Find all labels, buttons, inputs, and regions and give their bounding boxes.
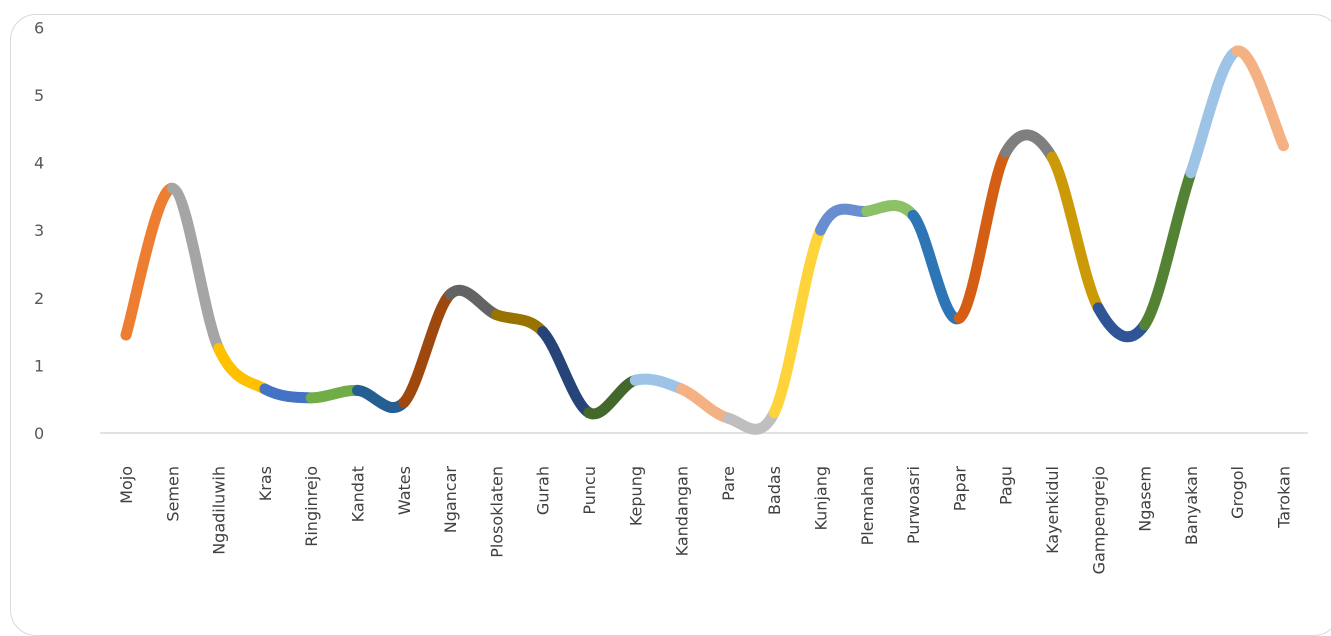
series-segment bbox=[305, 384, 363, 404]
x-tick-label: Plemahan bbox=[858, 466, 877, 545]
series-segment bbox=[166, 182, 225, 354]
x-tick-label: Ringinrejo bbox=[302, 466, 321, 547]
x-tick-label: Gurah bbox=[534, 466, 553, 515]
x-tick-label: Puncu bbox=[580, 466, 599, 515]
y-tick-label: 4 bbox=[34, 154, 44, 173]
x-tick-label: Ngadiluwih bbox=[210, 466, 229, 555]
y-tick-label: 6 bbox=[34, 18, 44, 37]
series-segment bbox=[1231, 45, 1289, 152]
series-segment bbox=[768, 224, 826, 419]
series-segment bbox=[953, 146, 1012, 324]
x-tick-label: Papar bbox=[950, 466, 969, 512]
x-tick-label: Banyakan bbox=[1182, 466, 1201, 545]
x-tick-label: Kunjang bbox=[812, 466, 831, 531]
x-tick-label: Purwoasri bbox=[904, 466, 923, 544]
series-segment bbox=[907, 209, 965, 325]
y-tick-label: 1 bbox=[34, 356, 44, 375]
x-tick-label: Pagu bbox=[997, 466, 1016, 505]
x-tick-label: Semen bbox=[163, 466, 182, 522]
series-segment bbox=[213, 343, 271, 395]
series-segment bbox=[537, 326, 595, 419]
x-tick-label: Plosoklaten bbox=[487, 466, 506, 558]
series-segment bbox=[1092, 302, 1151, 343]
series-segment bbox=[352, 384, 410, 414]
series-segment bbox=[398, 288, 456, 409]
series-segment bbox=[722, 407, 780, 435]
series-segment bbox=[1139, 167, 1197, 331]
series-segment bbox=[676, 383, 734, 424]
x-tick-label: Kras bbox=[256, 466, 275, 501]
x-tick-label: Kayenkidul bbox=[1043, 466, 1062, 554]
y-tick-label: 5 bbox=[34, 86, 44, 105]
series-segment bbox=[120, 182, 178, 341]
x-tick-label: Tarokan bbox=[1275, 466, 1294, 529]
series-segment bbox=[861, 200, 919, 221]
series-segment bbox=[444, 284, 502, 321]
series-segment bbox=[1046, 151, 1104, 314]
series-segment bbox=[1185, 45, 1243, 179]
x-tick-label: Kandat bbox=[349, 466, 368, 522]
x-axis-labels: Mojo Semen Ngadiluwih Kras Ringinrejo Kandat W… bbox=[117, 466, 1294, 575]
series-segment bbox=[815, 203, 873, 236]
x-tick-label: Mojo bbox=[117, 466, 136, 504]
series-segment bbox=[629, 373, 688, 395]
series-segments bbox=[120, 45, 1289, 435]
y-tick-label: 0 bbox=[34, 424, 44, 443]
x-tick-label: Grogol bbox=[1228, 466, 1247, 519]
x-tick-label: Wates bbox=[395, 466, 414, 515]
y-tick-label: 3 bbox=[34, 221, 44, 240]
series-segment bbox=[583, 374, 641, 420]
series-segment bbox=[490, 309, 549, 338]
x-tick-label: Kandangan bbox=[673, 466, 692, 556]
series-segment bbox=[1000, 129, 1058, 163]
y-axis-ticks: 0 1 2 3 4 5 6 bbox=[34, 18, 44, 443]
x-tick-label: Pare bbox=[719, 466, 738, 501]
x-tick-label: Gampengrejo bbox=[1089, 466, 1108, 574]
x-tick-label: Badas bbox=[765, 466, 784, 515]
y-tick-label: 2 bbox=[34, 289, 44, 308]
series-segment bbox=[259, 383, 317, 404]
x-tick-label: Ngasem bbox=[1136, 466, 1155, 532]
x-tick-label: Kepung bbox=[626, 466, 645, 526]
x-tick-label: Ngancar bbox=[441, 466, 460, 534]
